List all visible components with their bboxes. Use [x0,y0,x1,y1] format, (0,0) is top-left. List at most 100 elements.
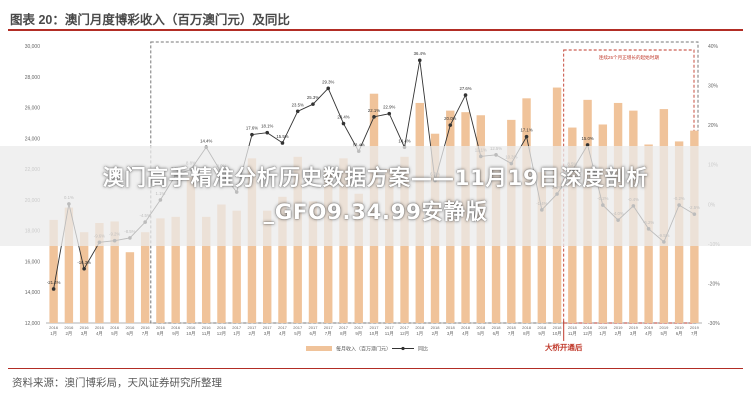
yoy-data-label: 23.5% [292,102,304,107]
yoy-data-label: 17.6% [246,126,258,131]
x-tick-month: 7月 [142,331,149,337]
x-tick-year: 2017 [232,325,242,330]
x-tick-month: 7月 [691,331,698,337]
yoy-data-label: 29.3% [322,79,334,84]
bar-revenue [140,232,150,323]
yoy-data-label: -16.3% [77,260,91,265]
x-tick-year: 2018 [537,325,547,330]
y-left-tick-label: 28,000 [25,75,41,81]
x-tick-month: 6月 [676,331,683,337]
y-right-tick-label: 40% [708,44,719,50]
x-tick-year: 2016 [95,325,105,330]
growth-box-label: 连续25个月正增长的起始时期 [599,54,660,61]
title-rule [8,29,743,31]
yoy-point [372,115,376,119]
x-tick-year: 2018 [568,325,578,330]
x-tick-year: 2018 [522,325,532,330]
yoy-data-label: 36.4% [414,51,426,56]
x-tick-year: 2016 [125,325,135,330]
x-tick-month: 8月 [523,331,530,337]
bar-revenue [64,207,74,323]
x-tick-year: 2018 [583,325,593,330]
yoy-data-label: 15.0% [581,136,593,141]
yoy-point [250,132,254,137]
x-tick-year: 2017 [324,325,334,330]
bar-revenue [385,169,394,323]
x-tick-month: 8月 [340,331,347,337]
x-tick-year: 2019 [690,325,700,330]
x-tick-year: 2019 [614,325,624,330]
yoy-data-label: 20.4% [337,115,349,120]
x-tick-month: 4月 [462,331,469,337]
x-tick-year: 2017 [400,325,410,330]
yoy-data-label: 25.3% [307,95,319,100]
x-tick-month: 12月 [217,331,226,337]
y-left-tick-label: 30,000 [25,44,41,50]
x-tick-month: 5月 [660,331,667,337]
x-tick-year: 2019 [598,325,608,330]
y-right-tick-label: -30% [708,321,720,327]
x-tick-year: 2018 [553,325,563,330]
x-tick-month: 8月 [157,331,164,337]
x-tick-month: 10月 [369,331,378,337]
yoy-point [585,143,590,147]
bar-revenue [186,176,196,323]
x-tick-year: 2016 [80,325,90,330]
x-tick-month: 4月 [279,331,286,337]
x-tick-month: 1月 [599,331,606,337]
x-tick-year: 2016 [64,325,74,330]
x-tick-year: 2019 [675,325,685,330]
x-tick-month: 3月 [81,331,88,337]
x-tick-month: 2月 [432,331,439,337]
x-tick-year: 2018 [461,325,471,330]
overlay-title: 澳门高手精准分析历史数据方案——11月19日深度剖析_GFO9.34.99安静版 [102,166,649,225]
page-title: 图表 20：澳门月度博彩收入（百万澳门元）及同比 [10,13,290,27]
x-tick-year: 2017 [248,325,258,330]
x-tick-year: 2017 [354,325,364,330]
x-tick-year: 2017 [278,325,288,330]
x-tick-month: 11月 [385,331,394,337]
legend-marker-line [401,346,405,351]
x-tick-month: 9月 [172,331,179,337]
bar-revenue [49,219,58,323]
x-tick-month: 1月 [50,331,57,337]
yoy-point [448,123,453,127]
bar-revenue [156,218,165,323]
bar-revenue [232,210,241,323]
x-tick-month: 6月 [310,331,317,337]
yoy-data-label: 22.9% [383,105,395,110]
x-tick-month: 1月 [416,331,423,337]
bar-revenue [217,204,226,323]
yoy-point [51,287,56,291]
bar-revenue [95,222,104,323]
yoy-point [295,109,300,114]
x-tick-year: 2016 [141,325,151,330]
yoy-point [82,266,86,271]
x-tick-year: 2017 [309,325,319,330]
x-tick-month: 7月 [508,331,515,337]
x-tick-month: 5月 [477,331,484,337]
x-tick-year: 2019 [644,325,654,330]
x-tick-month: 5月 [111,331,118,337]
yoy-data-label: 27.6% [459,86,471,91]
bar-revenue [201,216,211,323]
x-tick-year: 2017 [293,325,303,330]
x-tick-year: 2016 [202,325,212,330]
x-tick-month: 11月 [568,331,577,337]
y-left-tick-label: 16,000 [25,259,41,265]
x-tick-year: 2019 [629,325,639,330]
x-tick-month: 9月 [355,331,362,337]
bar-revenue [537,172,547,323]
yoy-point [341,121,346,126]
x-tick-month: 6月 [126,331,133,337]
x-tick-month: 12月 [583,331,592,337]
yoy-point [265,130,270,135]
x-tick-year: 2016 [217,325,227,330]
footer-rule [8,368,743,369]
x-tick-year: 2016 [49,325,59,330]
yoy-data-label: 14.4% [200,138,212,143]
yoy-point [326,86,331,91]
x-tick-month: 9月 [538,331,545,337]
yoy-point [463,93,468,97]
x-tick-month: 4月 [96,331,103,337]
